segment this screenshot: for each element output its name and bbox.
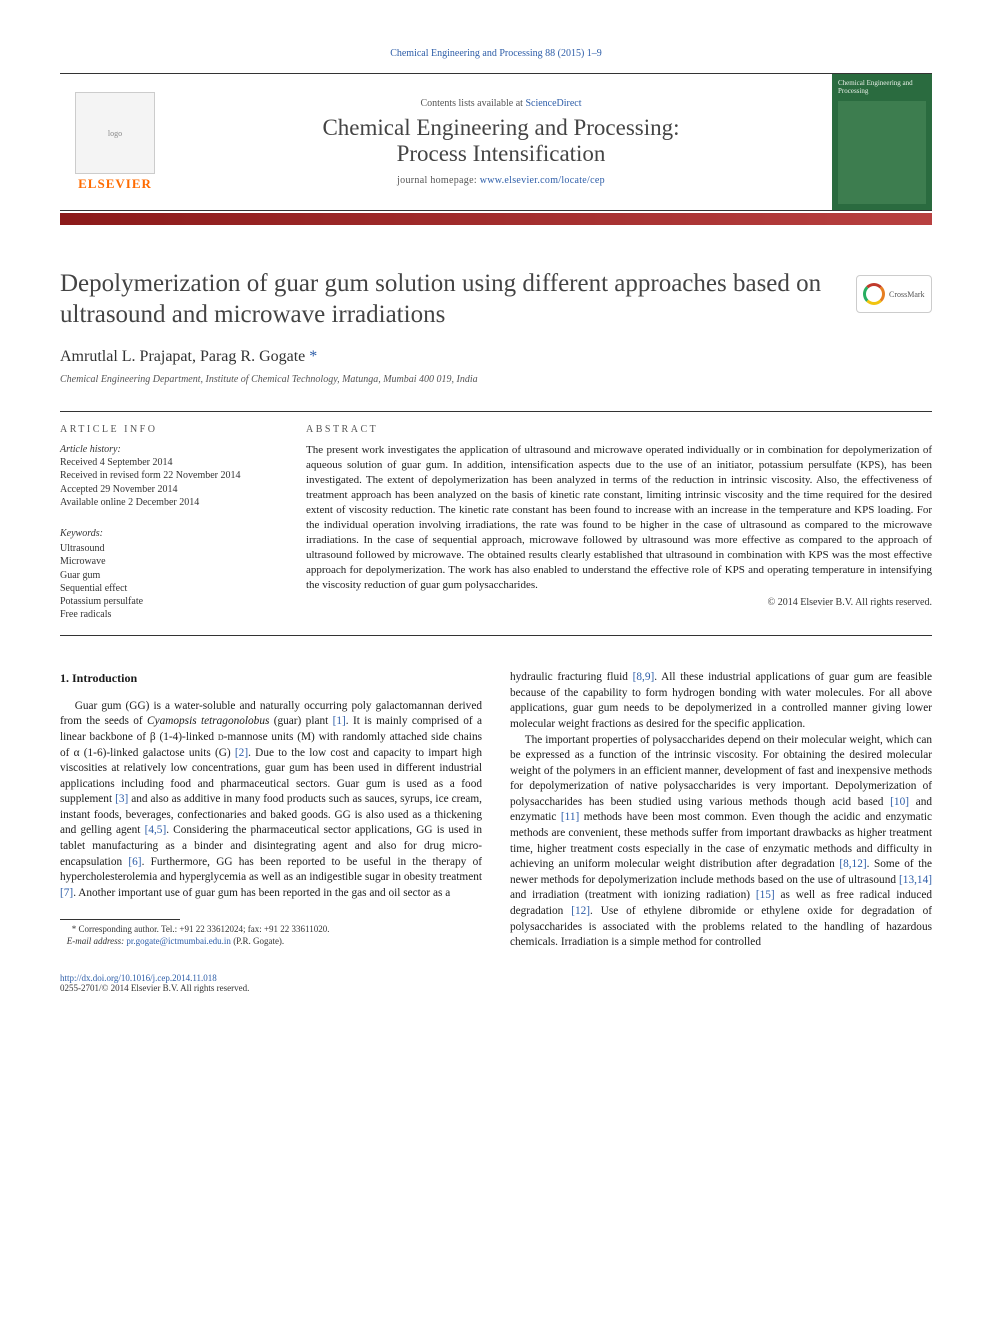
keyword: Microwave <box>60 555 278 568</box>
citation[interactable]: [2] <box>235 747 248 759</box>
footnote-corr: * Corresponding author. Tel.: +91 22 336… <box>72 924 330 934</box>
abstract-text: The present work investigates the applic… <box>306 443 932 593</box>
article-info-heading: ARTICLE INFO <box>60 424 278 435</box>
citation[interactable]: [3] <box>115 793 128 805</box>
journal-header: logo ELSEVIER Contents lists available a… <box>60 73 932 211</box>
issn-copyright: 0255-2701/© 2014 Elsevier B.V. All right… <box>60 983 249 993</box>
keyword: Potassium persulfate <box>60 595 278 608</box>
citation[interactable]: [8,9] <box>633 671 655 683</box>
citation[interactable]: [13,14] <box>899 874 932 886</box>
history-label: Article history: <box>60 443 278 456</box>
email-label: E-mail address: <box>67 936 127 946</box>
history-line: Accepted 29 November 2014 <box>60 483 278 496</box>
crossmark-label: CrossMark <box>889 290 925 299</box>
abstract-heading: ABSTRACT <box>306 424 932 435</box>
keyword: Ultrasound <box>60 542 278 555</box>
crossmark-icon <box>863 283 885 305</box>
body-paragraph: hydraulic fracturing fluid [8,9]. All th… <box>510 670 932 732</box>
homepage-url[interactable]: www.elsevier.com/locate/cep <box>480 175 605 186</box>
citation[interactable]: [12] <box>571 905 590 917</box>
citation[interactable]: [15] <box>756 889 775 901</box>
doi-link[interactable]: http://dx.doi.org/10.1016/j.cep.2014.11.… <box>60 973 217 983</box>
authors: Amrutlal L. Prajapat, Parag R. Gogate * <box>60 348 932 366</box>
keyword: Guar gum <box>60 569 278 582</box>
running-citation: Chemical Engineering and Processing 88 (… <box>60 48 932 59</box>
section-1-heading: 1. Introduction <box>60 670 482 687</box>
header-center: Contents lists available at ScienceDirec… <box>170 74 832 210</box>
cover-thumb-image <box>838 101 926 204</box>
left-column: 1. Introduction Guar gum (GG) is a water… <box>60 670 482 950</box>
page-footer: http://dx.doi.org/10.1016/j.cep.2014.11.… <box>60 973 932 993</box>
history-line: Received 4 September 2014 <box>60 456 278 469</box>
history-line: Received in revised form 22 November 201… <box>60 469 278 482</box>
footnote-rule <box>60 919 180 920</box>
history-line: Available online 2 December 2014 <box>60 496 278 509</box>
body-paragraph: Guar gum (GG) is a water-soluble and nat… <box>60 699 482 902</box>
article-history: Article history: Received 4 September 20… <box>60 443 278 509</box>
contents-prefix: Contents lists available at <box>420 98 525 109</box>
article-info-column: ARTICLE INFO Article history: Received 4… <box>60 411 278 621</box>
abstract-column: ABSTRACT The present work investigates t… <box>306 412 932 621</box>
citation[interactable]: [7] <box>60 887 73 899</box>
keywords-block: Keywords: Ultrasound Microwave Guar gum … <box>60 527 278 621</box>
corresponding-footnote: * Corresponding author. Tel.: +91 22 336… <box>60 924 482 947</box>
cover-thumb-title: Chemical Engineering and Processing <box>838 80 926 95</box>
divider-bar <box>60 213 932 225</box>
email-suffix: (P.R. Gogate). <box>231 936 284 946</box>
citation[interactable]: [10] <box>890 796 909 808</box>
citation[interactable]: [8,12] <box>839 858 866 870</box>
elsevier-wordmark: ELSEVIER <box>78 176 152 192</box>
homepage-label: journal homepage: <box>397 175 480 186</box>
citation[interactable]: [1] <box>333 715 346 727</box>
author-names: Amrutlal L. Prajapat, Parag R. Gogate <box>60 348 305 365</box>
sciencedirect-link[interactable]: ScienceDirect <box>525 98 581 109</box>
keyword: Sequential effect <box>60 582 278 595</box>
keywords-label: Keywords: <box>60 527 278 540</box>
corr-email-link[interactable]: pr.gogate@ictmumbai.edu.in <box>126 936 231 946</box>
right-column: hydraulic fracturing fluid [8,9]. All th… <box>510 670 932 950</box>
crossmark-badge[interactable]: CrossMark <box>856 275 932 313</box>
corresponding-mark: * <box>309 348 317 365</box>
article-title: Depolymerization of guar gum solution us… <box>60 269 932 330</box>
citation[interactable]: [6] <box>128 856 141 868</box>
journal-name: Chemical Engineering and Processing: Pro… <box>178 115 824 168</box>
meta-bottom-rule <box>60 635 932 636</box>
body-paragraph: The important properties of polysacchari… <box>510 733 932 951</box>
elsevier-logo-block: logo ELSEVIER <box>60 74 170 210</box>
journal-cover-thumb: Chemical Engineering and Processing <box>832 74 932 210</box>
body-columns: 1. Introduction Guar gum (GG) is a water… <box>60 670 932 950</box>
elsevier-tree-icon: logo <box>75 92 155 174</box>
homepage-line: journal homepage: www.elsevier.com/locat… <box>178 175 824 186</box>
keyword: Free radicals <box>60 608 278 621</box>
abstract-copyright: © 2014 Elsevier B.V. All rights reserved… <box>306 597 932 608</box>
citation[interactable]: [4,5] <box>145 824 167 836</box>
citation[interactable]: [11] <box>561 811 579 823</box>
contents-line: Contents lists available at ScienceDirec… <box>178 98 824 109</box>
affiliation: Chemical Engineering Department, Institu… <box>60 374 932 385</box>
